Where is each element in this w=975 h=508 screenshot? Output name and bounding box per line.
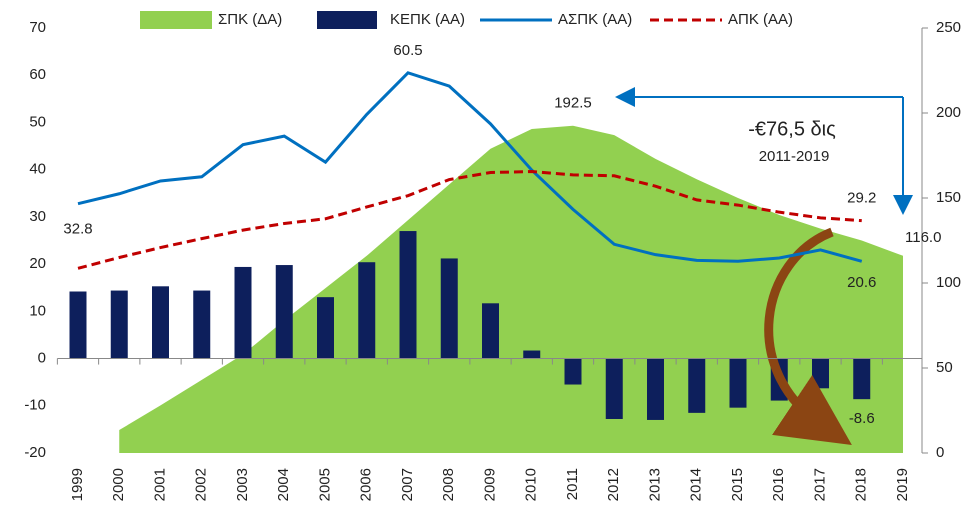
y2-tick-label: 50 (936, 359, 953, 376)
y-tick-label: -10 (24, 397, 46, 414)
bar (812, 358, 829, 389)
y-tick-label: 30 (29, 208, 46, 225)
x-tick-label: 2012 (605, 468, 622, 501)
bar (152, 286, 169, 359)
legend-swatch (140, 11, 212, 29)
y2-tick-label: 150 (936, 189, 961, 206)
y-tick-label: 60 (29, 66, 46, 83)
bar (399, 231, 417, 359)
bar (193, 290, 211, 359)
data-label: -8.6 (849, 410, 875, 427)
x-tick-label: 2003 (234, 468, 251, 501)
data-label: 192.5 (554, 95, 592, 112)
data-label: 20.6 (847, 274, 876, 291)
x-tick-label: 2007 (399, 468, 416, 501)
data-label: 29.2 (847, 190, 876, 207)
bar (275, 265, 293, 359)
area (119, 125, 903, 453)
x-tick-label: 2011 (564, 468, 581, 500)
line (77, 71, 863, 263)
bar (853, 358, 871, 400)
x-tick-label: 2015 (729, 468, 746, 501)
x-tick-label: 2010 (523, 468, 540, 501)
data-label: 32.8 (63, 221, 92, 238)
bar (605, 358, 623, 419)
x-tick-label: 2014 (688, 468, 705, 501)
data-label: 116.0 (905, 229, 941, 246)
x-tick-label: 2005 (316, 468, 333, 501)
line (77, 170, 862, 270)
x-tick-label: 2001 (151, 468, 168, 501)
bar (688, 358, 706, 413)
curved-arrow (764, 227, 852, 446)
legend-label: ΚΕΠΚ (ΑΑ) (390, 11, 465, 28)
y2-tick-label: 200 (936, 104, 961, 121)
y2-tick-label: 100 (936, 274, 961, 291)
y-tick-label: 20 (29, 255, 46, 272)
data-label: 60.5 (393, 42, 422, 59)
bar (564, 358, 582, 385)
x-tick-label: 2008 (440, 468, 457, 501)
y-tick-label: 70 (29, 19, 46, 36)
x-tick-label: 2002 (193, 468, 210, 501)
y-tick-label: 40 (29, 161, 46, 178)
annotation: 2011-2019 (759, 148, 830, 165)
y2-tick-label: 250 (936, 19, 961, 36)
legend-label: ΣΠΚ (ΔΑ) (218, 11, 282, 28)
annotation: -€76,5 δις (748, 118, 836, 140)
y-tick-label: -20 (24, 444, 46, 461)
legend-label: ΑΠΚ (ΑΑ) (728, 11, 793, 28)
bar (69, 291, 87, 359)
bar (110, 290, 128, 359)
x-tick-label: 2018 (853, 468, 870, 501)
y-tick-label: 0 (38, 350, 46, 367)
x-tick-label: 2009 (481, 468, 498, 501)
x-tick-label: 2000 (110, 468, 127, 501)
x-tick-label: 2006 (358, 468, 375, 501)
y-tick-label: 10 (29, 302, 46, 319)
x-tick-label: 2017 (811, 468, 828, 501)
bar (317, 297, 334, 359)
y2-tick-label: 0 (936, 444, 944, 461)
bar (523, 350, 541, 359)
bar (482, 303, 499, 359)
bar (440, 258, 458, 359)
bar (358, 262, 376, 359)
bar (647, 358, 664, 420)
x-tick-label: 2013 (646, 468, 663, 501)
bar (234, 266, 252, 359)
bar (729, 358, 747, 408)
x-tick-label: 2016 (770, 468, 787, 501)
x-tick-label: 1999 (69, 468, 86, 501)
legend-swatch (317, 11, 377, 29)
x-tick-label: 2004 (275, 468, 292, 501)
legend-label: ΑΣΠΚ (ΑΑ) (558, 11, 632, 28)
y-tick-label: 50 (29, 113, 46, 130)
x-tick-label: 2019 (894, 468, 911, 501)
